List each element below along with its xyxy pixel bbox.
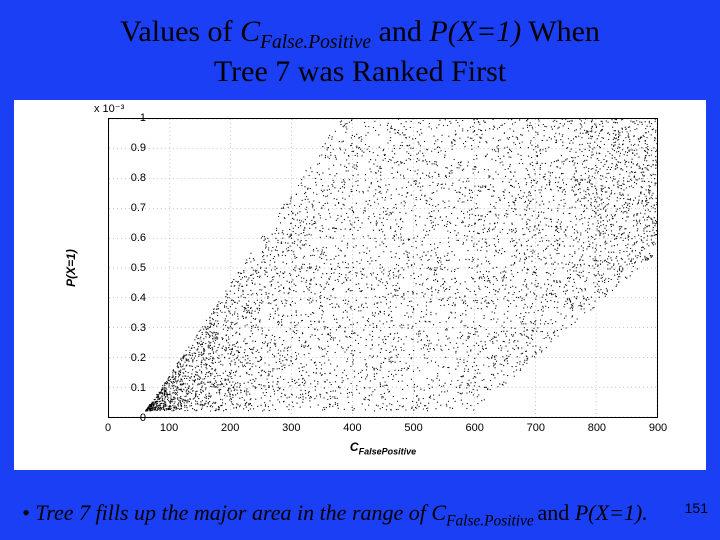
xtick-label: 100 xyxy=(160,422,178,434)
x-axis-label: CFalsePositive xyxy=(350,440,416,456)
xtick-label: 300 xyxy=(282,422,300,434)
xtick-label: 800 xyxy=(588,422,606,434)
y-axis-label: P(X=1) xyxy=(64,250,78,288)
ytick-label: 0.3 xyxy=(116,322,146,334)
xtick-label: 500 xyxy=(404,422,422,434)
xtick-label: 200 xyxy=(221,422,239,434)
scatter-plot xyxy=(108,118,658,418)
ytick-label: 1 xyxy=(116,112,146,124)
ytick-label: 0.2 xyxy=(116,352,146,364)
bullet-point: • Tree 7 fills up the major area in the … xyxy=(22,500,670,530)
xtick-label: 400 xyxy=(343,422,361,434)
ytick-label: 0.8 xyxy=(116,172,146,184)
xtick-label: 600 xyxy=(465,422,483,434)
chart-panel: x 10⁻³ P(X=1) CFalsePositive 00.10.20.30… xyxy=(14,100,706,470)
ytick-label: 0.6 xyxy=(116,232,146,244)
xtick-label: 0 xyxy=(105,422,111,434)
ytick-label: 0.5 xyxy=(116,262,146,274)
page-number: 151 xyxy=(685,500,708,516)
ytick-label: 0.1 xyxy=(116,382,146,394)
ytick-label: 0.9 xyxy=(116,142,146,154)
ytick-label: 0.4 xyxy=(116,292,146,304)
xtick-label: 900 xyxy=(649,422,667,434)
ytick-label: 0 xyxy=(116,412,146,424)
xtick-label: 700 xyxy=(527,422,545,434)
ytick-label: 0.7 xyxy=(116,202,146,214)
slide-title: Values of CFalse.Positive and P(X=1) Whe… xyxy=(0,0,720,90)
